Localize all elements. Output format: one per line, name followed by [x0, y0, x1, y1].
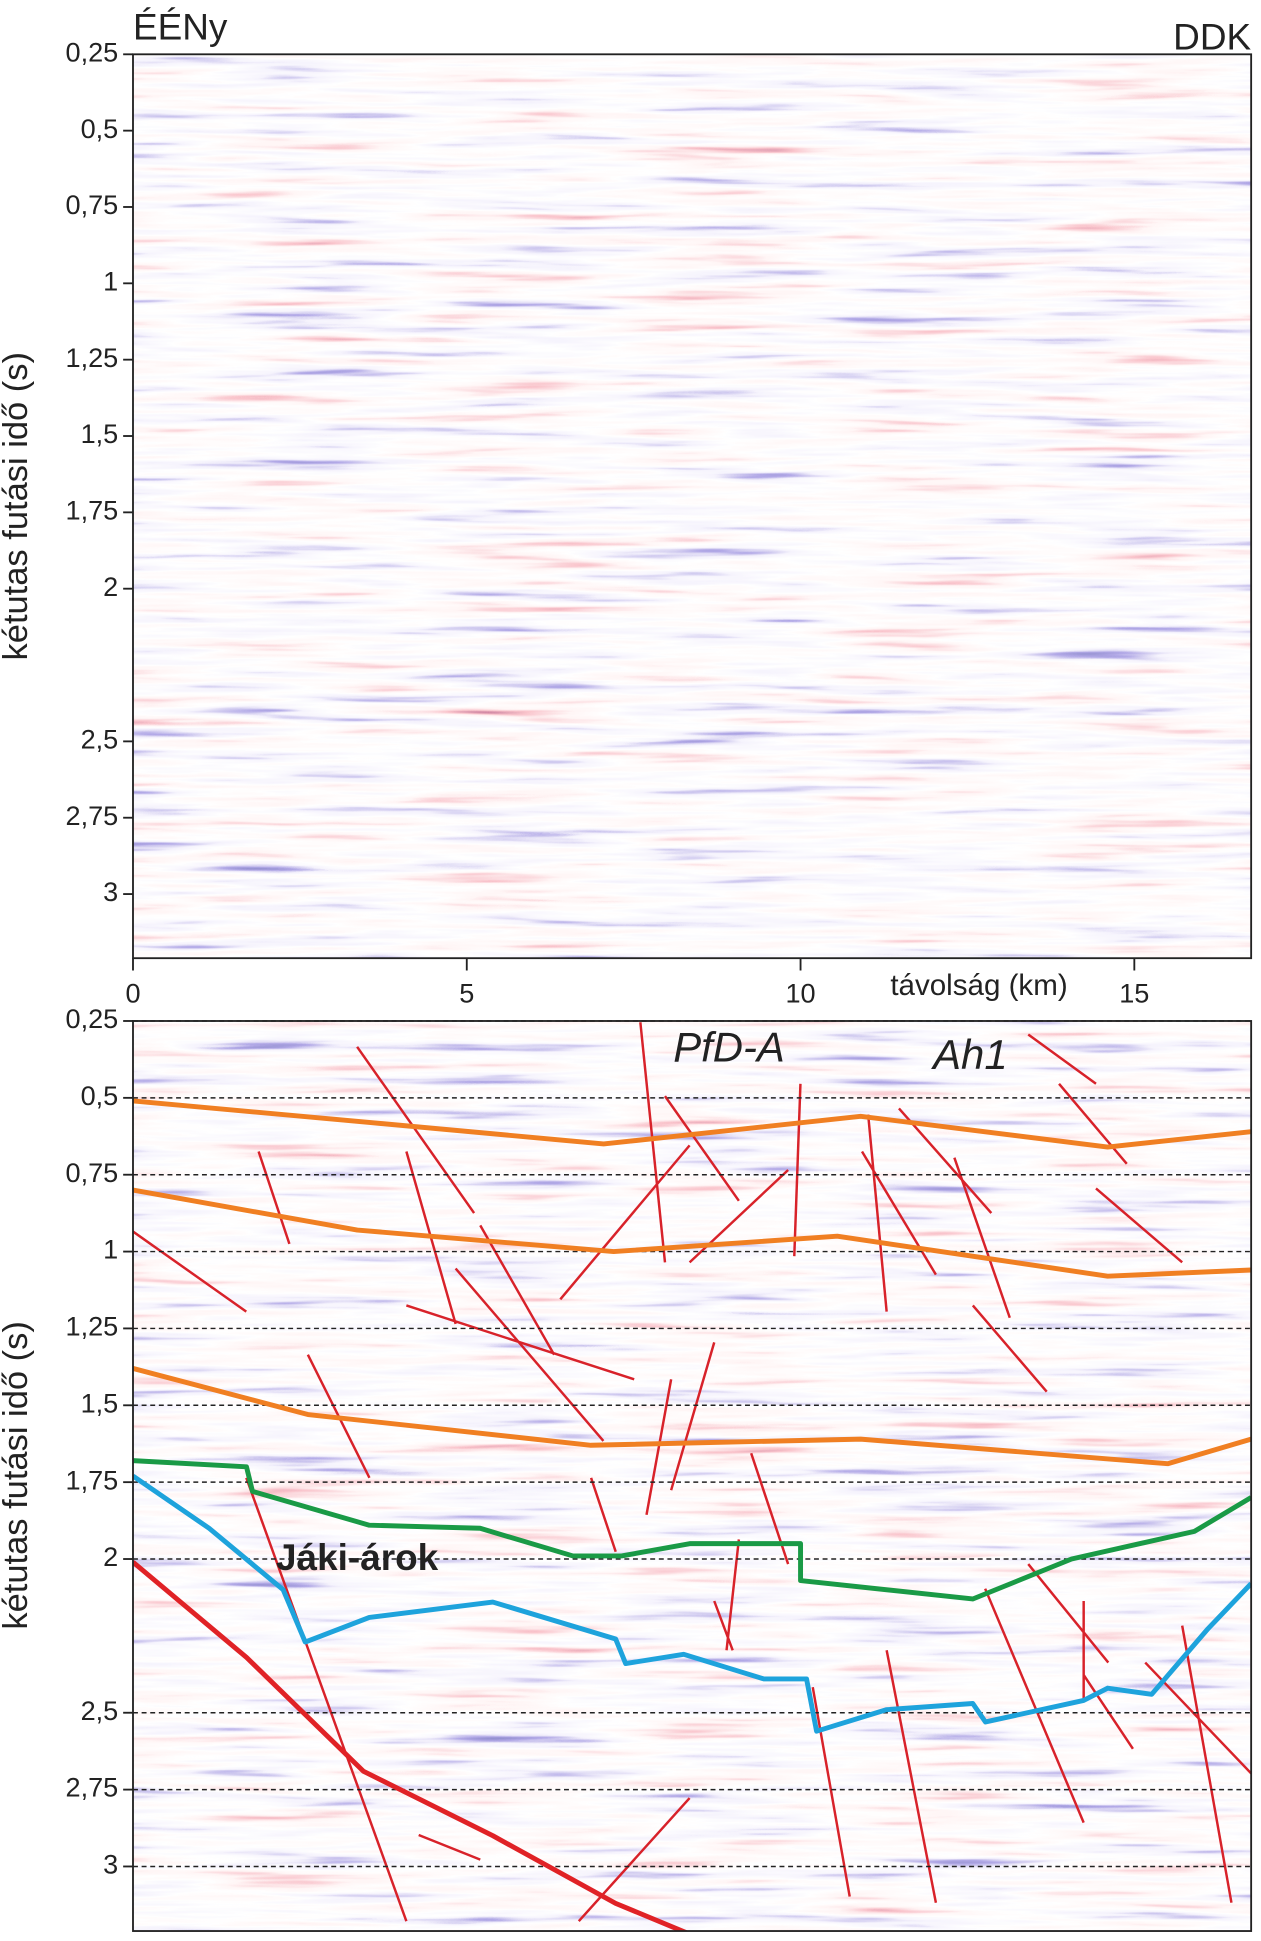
y-tick-label: 3	[103, 1849, 118, 1880]
y-tick-label: 2	[103, 571, 118, 602]
x-tick-label: 10	[785, 977, 815, 1008]
y-tick-label: 1,75	[66, 1464, 119, 1495]
y-tick-label: 1	[103, 265, 118, 296]
y-tick-label: 1,25	[66, 1311, 119, 1342]
horizon-line	[132, 1366, 1252, 1467]
corner-label: ÉÉNy	[133, 7, 228, 48]
horizon-line	[132, 1560, 689, 1932]
seismic-image	[132, 1020, 1252, 1932]
seismic-image	[132, 54, 1252, 959]
x-tick-label: 0	[125, 977, 140, 1008]
annotation: Ah1	[930, 1031, 1007, 1078]
panel-frame	[132, 53, 1253, 960]
y-axis-label: kétutas futási idő (s)	[0, 352, 35, 660]
y-tick-label: 1,75	[66, 495, 119, 526]
x-tick-label: 15	[1119, 977, 1149, 1008]
y-tick-label: 0,25	[66, 1003, 119, 1034]
y-tick-label: 1,5	[81, 418, 119, 449]
horizon-line	[132, 1473, 1252, 1734]
x-axis-label: távolság (km)	[890, 969, 1067, 1002]
y-tick-label: 0,75	[66, 1157, 119, 1188]
y-tick-label: 2,5	[81, 724, 119, 755]
annotation: Jáki-árok	[276, 1537, 439, 1578]
horizon-line	[132, 1098, 1252, 1150]
corner-label: DDK	[1173, 16, 1251, 57]
y-tick-label: 3	[103, 876, 118, 907]
horizons	[132, 1098, 1252, 1932]
faults	[132, 1022, 1252, 1922]
y-tick-label: 0,25	[66, 36, 119, 67]
annotation: PfD-A	[673, 1024, 785, 1071]
y-tick-label: 2,75	[66, 1772, 119, 1803]
y-tick-label: 1,25	[66, 342, 119, 373]
x-tick-label: 5	[459, 977, 474, 1008]
y-tick-label: 0,5	[81, 1080, 119, 1111]
y-tick-label: 2,75	[66, 800, 119, 831]
chart-layer: 0,25 0,5 0,75 1 1,25 1,5 1,75 2 2,5 2,75 3 0 5 10 15 0,…	[66, 36, 1252, 1932]
y-tick-label: 0,75	[66, 189, 119, 220]
y-tick-label: 2,5	[81, 1695, 119, 1726]
y-tick-label: 0,5	[81, 113, 119, 144]
y-tick-label: 2	[103, 1541, 118, 1572]
y-axis-label: kétutas futási idő (s)	[0, 1321, 35, 1629]
fault-lines	[132, 1022, 1252, 1922]
y-tick-label: 1,5	[81, 1387, 119, 1418]
horizon-line	[132, 1187, 1252, 1279]
y-tick-label: 1	[103, 1234, 118, 1265]
panel-frame	[132, 1020, 1253, 1932]
horizon-line	[132, 1458, 1252, 1602]
